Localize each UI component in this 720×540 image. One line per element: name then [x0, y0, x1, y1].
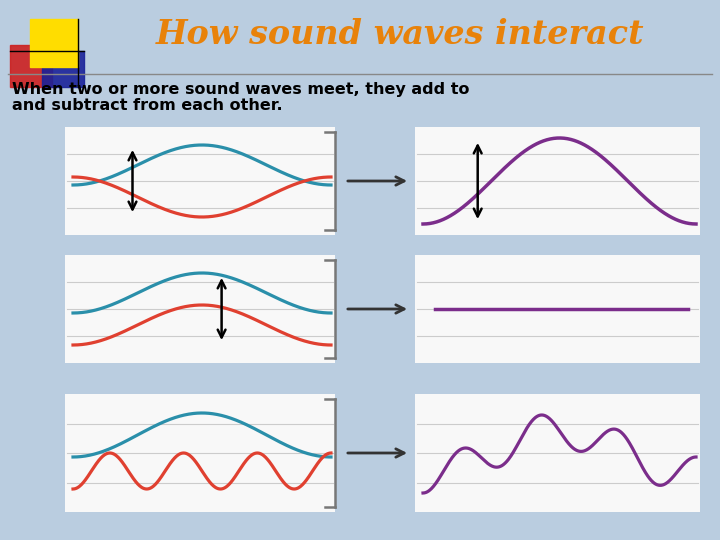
- Bar: [30, 19, 78, 67]
- Bar: [65, 255, 335, 363]
- Text: When two or more sound waves meet, they add to: When two or more sound waves meet, they …: [12, 82, 469, 97]
- Bar: [10, 45, 52, 87]
- Bar: [65, 127, 335, 235]
- Bar: [415, 394, 700, 512]
- Text: How sound waves interact: How sound waves interact: [156, 18, 644, 51]
- Bar: [415, 127, 700, 235]
- Bar: [42, 51, 84, 87]
- Bar: [415, 255, 700, 363]
- Text: and subtract from each other.: and subtract from each other.: [12, 98, 283, 113]
- Bar: [65, 394, 335, 512]
